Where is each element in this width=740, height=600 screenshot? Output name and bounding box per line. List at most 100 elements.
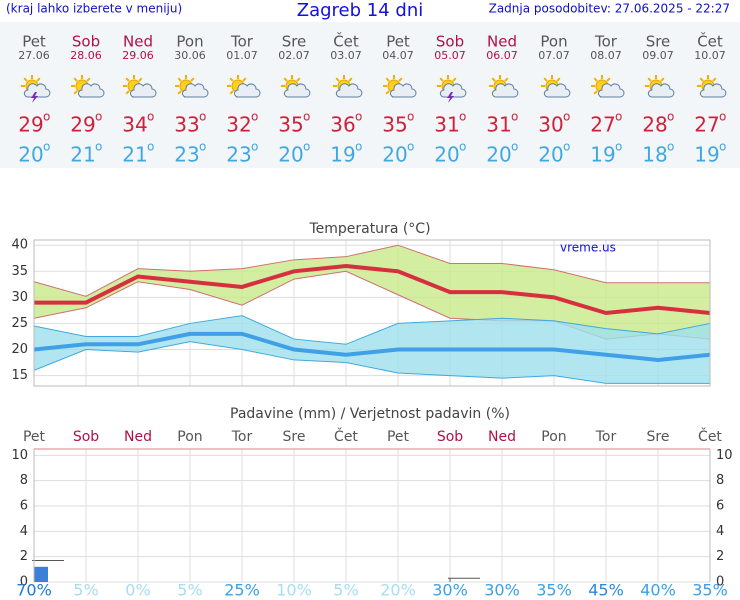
cloud <box>182 83 209 98</box>
day-name: Čet <box>698 427 722 445</box>
day-date: 30.06 <box>174 49 206 62</box>
weather-icon <box>333 75 363 98</box>
day-name: Tor <box>594 33 618 51</box>
weather-icon <box>645 75 675 98</box>
sun-ray <box>699 77 704 82</box>
day-name: Pet <box>23 429 46 445</box>
probability-label: 5% <box>177 581 202 600</box>
probability-label: 5% <box>73 581 98 600</box>
degree-mark: o <box>303 110 310 124</box>
y-tick-label: 15 <box>11 368 28 383</box>
max-temp: 27 <box>590 113 615 137</box>
degree-mark: o <box>43 140 50 154</box>
sun-ray <box>36 77 41 82</box>
max-temp: 36 <box>330 113 355 137</box>
day-date: 29.06 <box>122 49 154 62</box>
sun-ray <box>556 77 561 82</box>
weather-icon <box>175 75 209 98</box>
probability-label: 0% <box>125 581 150 600</box>
day-date: 07.07 <box>538 49 570 62</box>
weather-icon <box>281 75 311 98</box>
hint[interactable]: (kraj lahko izberete v meniju) <box>6 2 182 16</box>
sun-ray <box>125 77 130 82</box>
sun-ray <box>283 77 288 82</box>
y-tick-label-right: 4 <box>716 524 724 539</box>
weather-icon <box>21 75 51 103</box>
max-temp: 35 <box>278 113 303 137</box>
sun-ray <box>190 77 195 82</box>
day-date: 01.07 <box>226 49 258 62</box>
weather-icon <box>437 75 467 103</box>
day-name: Pet <box>386 33 410 51</box>
min-temp: 23 <box>226 143 251 167</box>
min-temp: 20 <box>538 143 563 167</box>
degree-mark: o <box>719 140 726 154</box>
day-name: Sob <box>73 429 99 445</box>
min-temp: 20 <box>278 143 303 167</box>
max-temp: 31 <box>486 113 511 137</box>
sun-ray <box>398 77 403 82</box>
day-date: 04.07 <box>382 49 414 62</box>
probability-label: 35% <box>692 581 728 600</box>
day-name: Pon <box>177 429 202 445</box>
cloud <box>390 83 417 98</box>
max-temp: 29 <box>18 113 43 137</box>
degree-mark: o <box>719 110 726 124</box>
cloud <box>283 83 311 98</box>
y-tick-label-right: 2 <box>716 549 724 564</box>
sun-ray <box>73 77 78 82</box>
degree-mark: o <box>563 110 570 124</box>
probability-label: 20% <box>380 581 416 600</box>
degree-mark: o <box>199 110 206 124</box>
max-temp: 30 <box>538 113 563 137</box>
title: Zagreb 14 dni <box>297 0 423 21</box>
y-tick-label: 30 <box>11 290 28 305</box>
cloud <box>23 83 51 98</box>
sun-ray <box>296 77 301 82</box>
y-tick-label: 2 <box>20 549 28 564</box>
degree-mark: o <box>511 140 518 154</box>
min-temp: 20 <box>382 143 407 167</box>
day-name: Tor <box>230 33 254 51</box>
sun-ray <box>177 77 182 82</box>
day-name: Pon <box>540 33 567 51</box>
day-date: 02.07 <box>278 49 310 62</box>
weather-icon <box>227 75 261 98</box>
day-name: Čet <box>334 427 358 445</box>
day-date: 28.06 <box>70 49 102 62</box>
degree-mark: o <box>459 110 466 124</box>
min-temp: 20 <box>486 143 511 167</box>
sun-ray <box>73 90 78 95</box>
y-tick-label: 8 <box>20 473 28 488</box>
max-temp: 27 <box>694 113 719 137</box>
day-name: Pon <box>541 429 566 445</box>
sun-ray <box>439 77 444 82</box>
probability-label: 5% <box>333 581 358 600</box>
y-tick-label-right: 8 <box>716 473 724 488</box>
sun-ray <box>385 90 390 95</box>
min-temp: 20 <box>18 143 43 167</box>
degree-mark: o <box>511 110 518 124</box>
day-name: Sre <box>282 33 307 51</box>
weather-icon <box>123 75 157 98</box>
day-name: Sre <box>647 429 670 445</box>
max-temp: 34 <box>122 113 147 137</box>
min-temp: 19 <box>590 143 615 167</box>
sun-ray <box>593 90 598 95</box>
sun-ray <box>348 77 353 82</box>
max-temp: 33 <box>174 113 199 137</box>
sun-ray <box>177 90 182 95</box>
min-temp: 23 <box>174 143 199 167</box>
probability-label: 45% <box>588 581 624 600</box>
degree-mark: o <box>615 110 622 124</box>
sun-ray <box>504 77 509 82</box>
degree-mark: o <box>199 140 206 154</box>
cloud <box>234 83 261 98</box>
day-name: Tor <box>231 429 253 445</box>
updated: Zadnja posodobitev: 27.06.2025 - 22:27 <box>489 2 730 16</box>
day-name: Sre <box>646 33 671 51</box>
sun-ray <box>125 90 130 95</box>
day-name: Čet <box>697 32 723 51</box>
cloud <box>491 83 519 98</box>
chart-title: Temperatura (°C) <box>308 221 430 237</box>
